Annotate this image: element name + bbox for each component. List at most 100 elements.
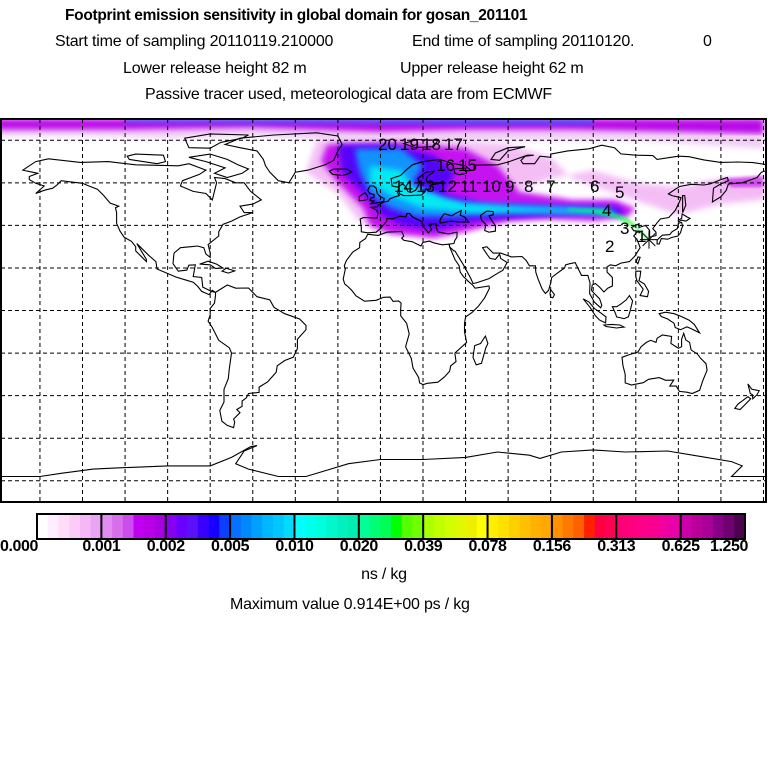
colorbar-swatch	[262, 514, 274, 539]
trajectory-label: 1	[637, 227, 646, 246]
colorbar-swatch	[412, 514, 424, 539]
colorbar-swatch	[691, 514, 703, 539]
coastline	[621, 331, 708, 395]
colorbar-swatch	[294, 514, 306, 539]
coastline	[658, 311, 702, 335]
colorbar-swatch	[734, 514, 746, 539]
coastline	[490, 146, 526, 161]
colorbar-tick-label: 0.078	[468, 538, 507, 555]
colorbar-swatch	[627, 514, 639, 539]
coastline	[479, 210, 496, 233]
colorbar-swatch	[155, 514, 167, 539]
colorbar-swatch	[594, 514, 607, 539]
trajectory-label: 18	[422, 135, 441, 154]
colorbar-swatch	[712, 514, 725, 539]
tracer-info: Passive tracer used, meteorological data…	[145, 86, 552, 103]
trajectory-label: 5	[615, 183, 624, 202]
colorbar-swatch	[498, 514, 510, 539]
sensitivity-contour	[636, 230, 650, 240]
colorbar-swatch	[444, 514, 456, 539]
coastlines	[1, 132, 766, 478]
coastline	[188, 153, 250, 179]
colorbar-swatch	[401, 514, 414, 539]
trajectory-label: 19	[400, 135, 419, 154]
lower-release-height: Lower release height 82 m	[123, 60, 307, 77]
colorbar-unit: ns / kg	[361, 566, 407, 583]
colorbar-tick-label: 0.039	[404, 538, 443, 555]
colorbar-swatch	[187, 514, 199, 539]
colorbar-swatch	[530, 514, 542, 539]
coastline	[549, 288, 556, 299]
colorbar-swatch	[391, 514, 403, 539]
coastline	[656, 221, 684, 245]
end-time-label: End time of sampling 20110120.	[412, 33, 635, 50]
coastline	[635, 270, 650, 298]
colorbar-swatch	[466, 514, 478, 539]
colorbar-swatch	[251, 514, 263, 539]
colorbar-tick-label: 1.250	[709, 538, 749, 555]
trajectory-label: 14	[394, 177, 413, 196]
trajectory-label: 7	[546, 177, 555, 196]
coastline	[439, 209, 470, 224]
coastline	[582, 298, 607, 324]
colorbar-swatch	[219, 514, 231, 539]
coastline	[611, 294, 634, 320]
colorbar-swatch	[47, 514, 60, 539]
colorbar-swatch	[380, 514, 392, 539]
trajectory-label: 12	[438, 177, 457, 196]
colorbar-swatch	[79, 514, 92, 539]
colorbar-swatch	[551, 514, 564, 539]
colorbar-swatch	[176, 514, 188, 539]
trajectory-label: 2	[605, 237, 614, 256]
trajectory-label: 6	[590, 177, 599, 196]
colorbar-swatch	[369, 514, 381, 539]
colorbar-tick-label: 0.000	[0, 538, 39, 555]
colorbar-tick-label: 0.010	[275, 538, 314, 555]
colorbar-swatch	[90, 514, 102, 539]
colorbar-swatch	[423, 514, 435, 539]
colorbar-swatch	[197, 514, 210, 539]
colorbar-tick-label: 0.625	[661, 538, 700, 555]
coastline	[358, 192, 369, 202]
trajectory-label: 10	[482, 177, 501, 196]
colorbar-swatch	[487, 514, 499, 539]
trajectory-label: 13	[416, 177, 435, 196]
coastline	[635, 256, 641, 265]
colorbar-swatch	[433, 514, 446, 539]
colorbar-swatch	[723, 514, 735, 539]
map-frame	[0, 118, 767, 503]
coastline	[472, 334, 489, 366]
colorbar-swatch	[208, 514, 220, 539]
colorbar-swatch	[616, 514, 628, 539]
colorbar-swatch	[283, 514, 296, 539]
colorbar-swatch	[648, 514, 660, 539]
colorbar-swatch	[273, 514, 285, 539]
plot-title: Footprint emission sensitivity in global…	[65, 7, 528, 24]
receptor-star-icon	[639, 230, 658, 249]
sensitivity-field	[1, 119, 764, 241]
coastline	[682, 195, 687, 213]
colorbar-swatch	[122, 514, 135, 539]
coastline	[126, 153, 167, 165]
colorbar-tick-label: 0.020	[339, 538, 378, 555]
colorbar-swatch	[144, 514, 156, 539]
colorbar-swatch	[680, 514, 692, 539]
colorbar-tick-label: 0.001	[82, 538, 121, 555]
coastline	[199, 260, 225, 269]
coastline	[223, 132, 343, 184]
sensitivity-contour	[369, 165, 615, 215]
colorbar-tick-label: 0.156	[532, 538, 571, 555]
colorbar-swatch	[101, 514, 113, 539]
colorbar-swatch	[69, 514, 81, 539]
colorbar-swatch	[348, 514, 360, 539]
upper-release-height: Upper release height 62 m	[400, 60, 584, 77]
coastline	[328, 168, 353, 177]
sensitivity-contour	[567, 208, 650, 241]
colorbar-tick-label: 0.313	[597, 538, 636, 555]
coastline	[602, 323, 627, 329]
coastline	[183, 133, 249, 149]
colorbar-swatch	[659, 514, 671, 539]
colorbar-tick-label: 0.005	[211, 538, 250, 555]
colorbar-swatch	[112, 514, 124, 539]
